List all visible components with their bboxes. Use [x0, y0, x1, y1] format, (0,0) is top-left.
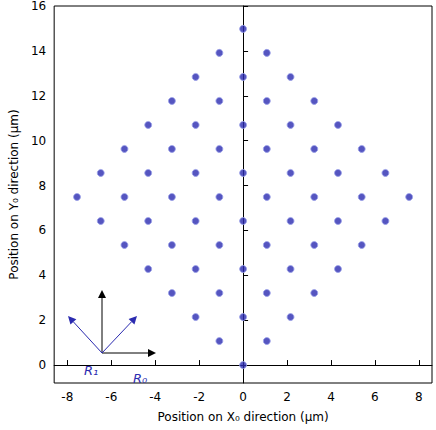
svg-text:14: 14 [31, 44, 46, 58]
svg-text:10: 10 [31, 134, 46, 148]
svg-text:2: 2 [39, 313, 47, 327]
svg-text:Position on X₀ direction (μm): Position on X₀ direction (μm) [157, 410, 328, 424]
svg-text:12: 12 [31, 89, 46, 103]
svg-text:8: 8 [39, 179, 47, 193]
svg-text:-6: -6 [105, 390, 117, 404]
svg-text:-2: -2 [193, 390, 205, 404]
svg-text:-8: -8 [61, 390, 73, 404]
svg-text:R₀: R₀ [133, 371, 148, 386]
svg-text:16: 16 [31, 0, 46, 13]
svg-text:0: 0 [239, 390, 247, 404]
svg-text:8: 8 [415, 390, 423, 404]
svg-text:Position on Y₀ direction (μm): Position on Y₀ direction (μm) [7, 109, 21, 279]
svg-text:4: 4 [39, 268, 47, 282]
svg-text:0: 0 [39, 358, 47, 372]
svg-text:2: 2 [283, 390, 291, 404]
svg-text:6: 6 [371, 390, 379, 404]
svg-text:6: 6 [39, 223, 47, 237]
svg-text:-4: -4 [149, 390, 161, 404]
svg-text:4: 4 [327, 390, 335, 404]
svg-text:R₁: R₁ [84, 363, 98, 378]
